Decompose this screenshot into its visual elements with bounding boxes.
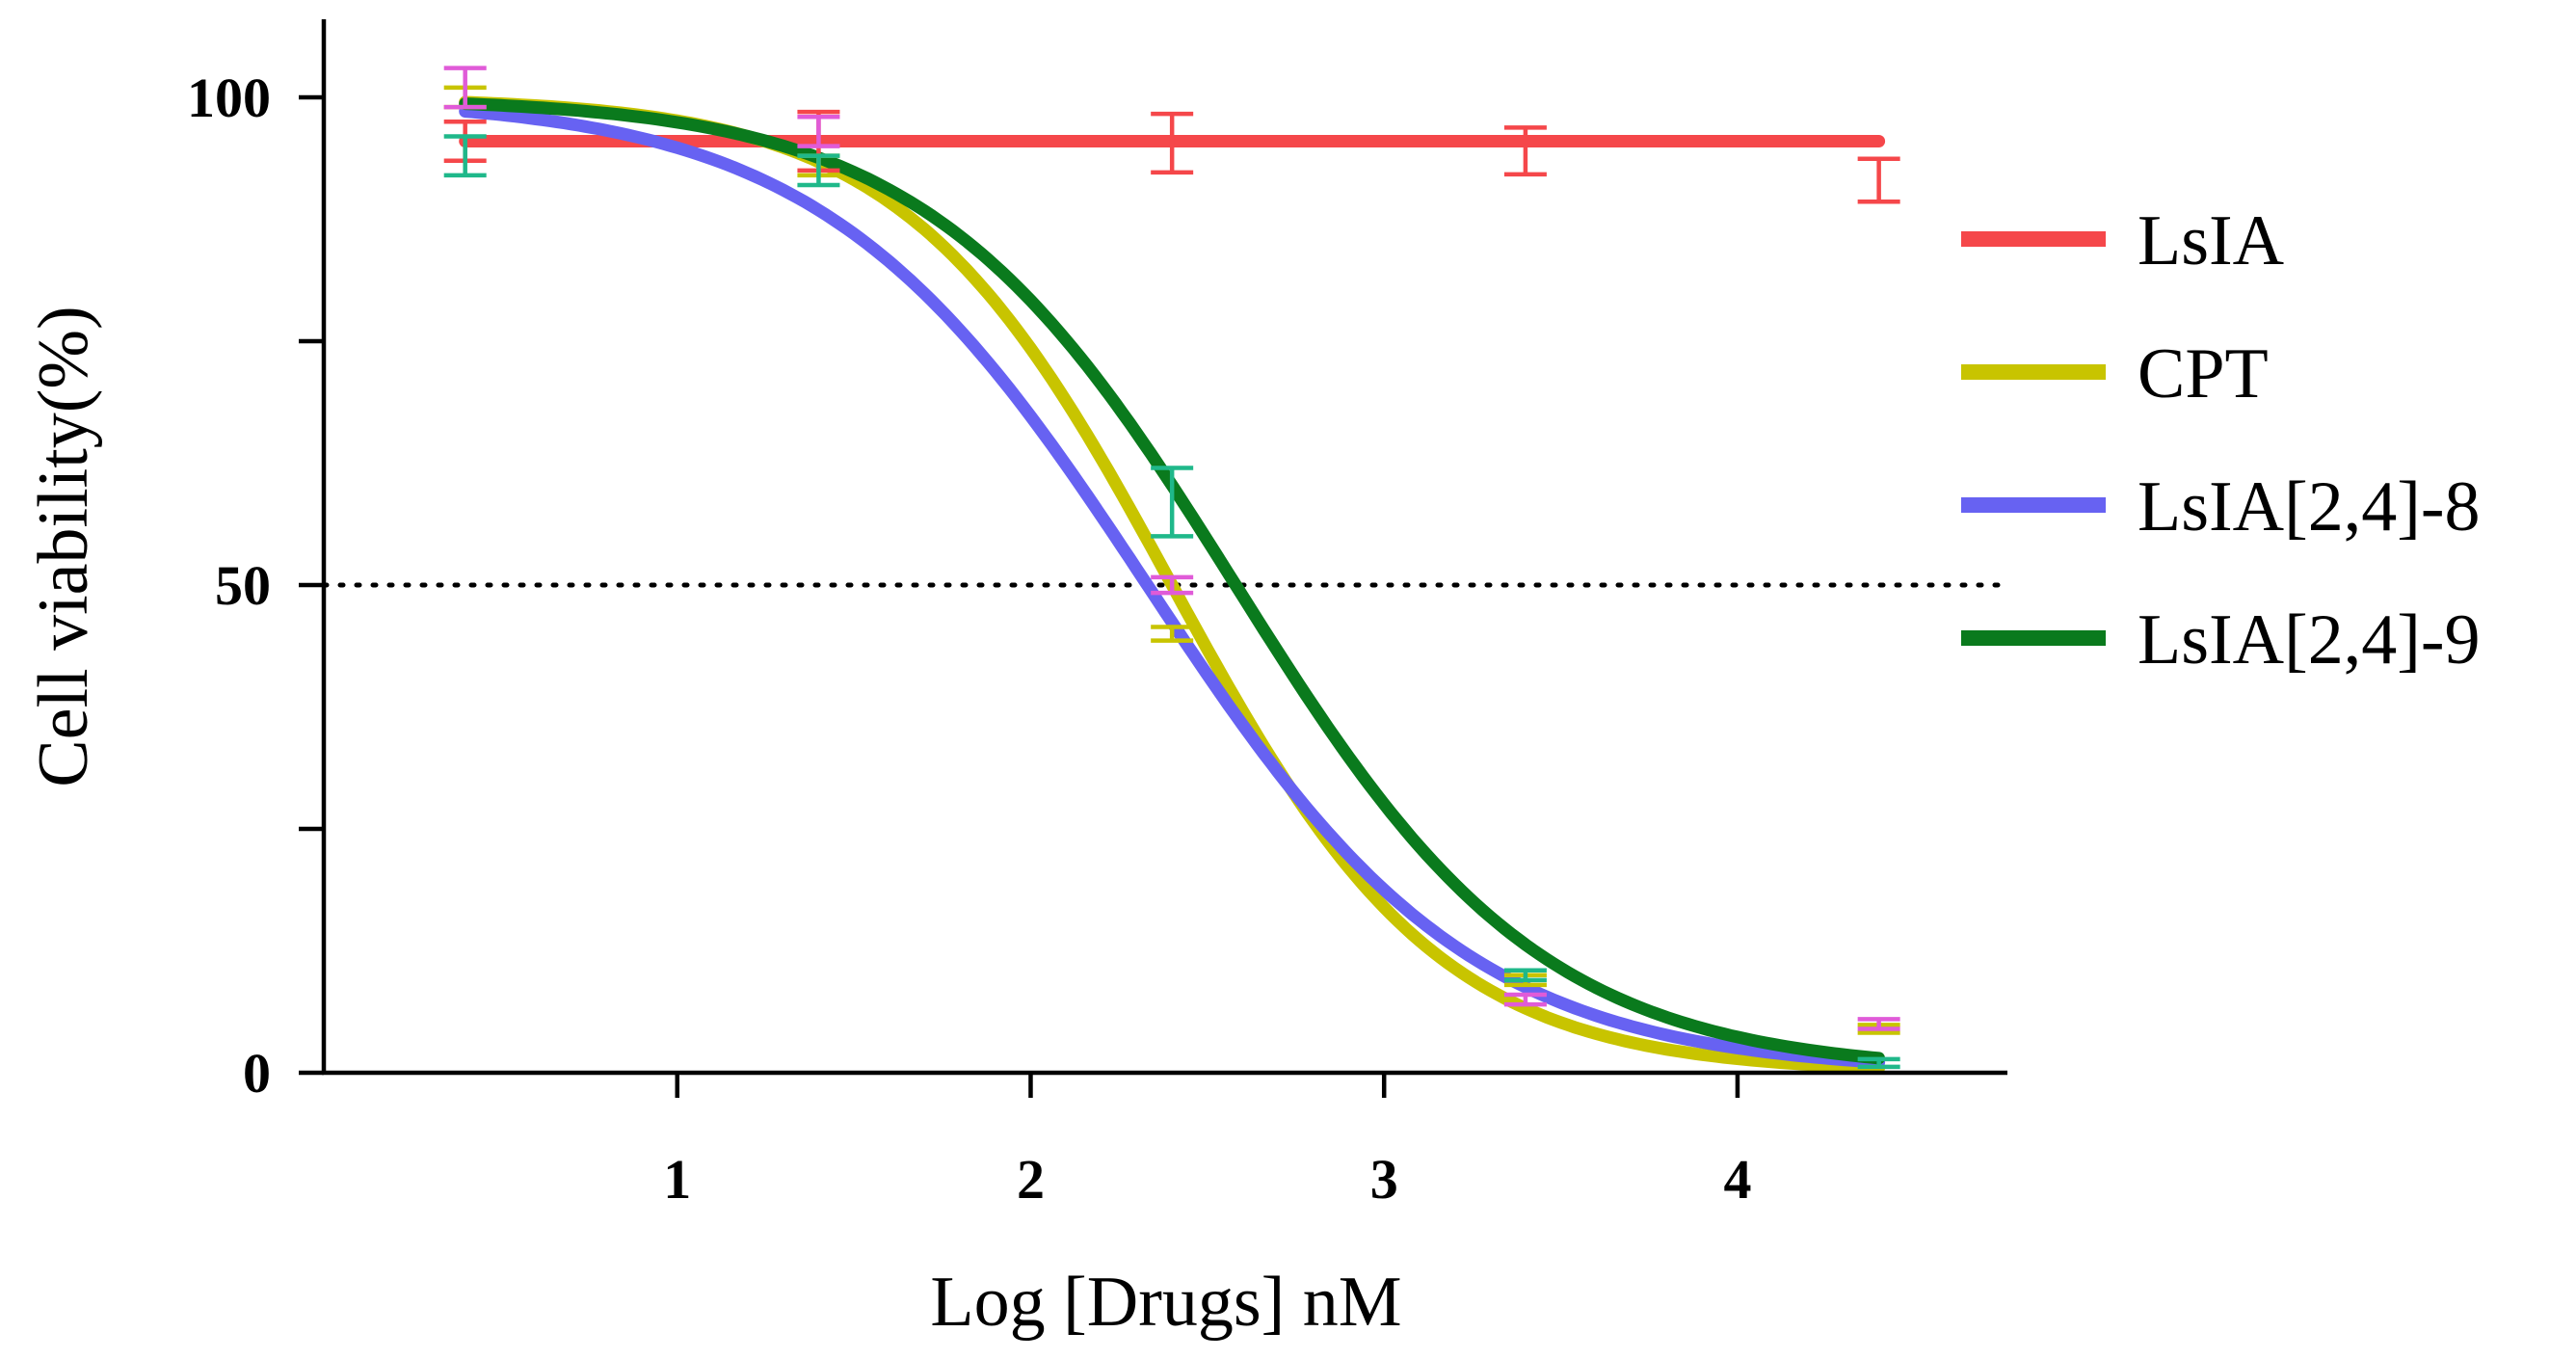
x-tick-label-1: 1	[663, 1148, 691, 1211]
errbar-LsIA[2,4]-9-4	[1857, 1056, 1900, 1070]
errbar-LsIA[2,4]-8-4	[1857, 1017, 1900, 1031]
legend-label-LsIA[2,4]-9: LsIA[2,4]-9	[2138, 600, 2481, 680]
x-axis-title: Log [Drugs] nM	[930, 1263, 1401, 1342]
y-tick-label-0: 0	[243, 1042, 271, 1105]
errbar-LsIA[2,4]-9-2	[1151, 466, 1194, 539]
x-tick-label-4: 4	[1723, 1148, 1751, 1211]
legend-label-LsIA: LsIA	[2138, 201, 2284, 280]
y-tick-label-100: 100	[187, 67, 271, 129]
errbar-CPT-2	[1151, 625, 1194, 643]
y-tick-label-50: 50	[215, 554, 271, 617]
axes	[321, 19, 2007, 1076]
errbar-LsIA[2,4]-8-2	[1151, 574, 1194, 596]
legend-label-LsIA[2,4]-8: LsIA[2,4]-8	[2138, 467, 2481, 546]
ticks-layer: 1 2 3 4 0 50 100	[187, 67, 1751, 1211]
y-axis-title: Cell viability(%)	[24, 306, 103, 786]
errbar-LsIA-4	[1857, 156, 1900, 204]
legend-label-CPT: CPT	[2138, 334, 2269, 413]
curve-LsIA[2,4]-8	[459, 105, 1886, 1069]
errbar-LsIA[2,4]-8-3	[1503, 992, 1547, 1007]
x-tick-label-3: 3	[1370, 1148, 1398, 1211]
errbar-LsIA-2	[1151, 111, 1194, 175]
errbar-LsIA-3	[1503, 125, 1547, 177]
errbar-LsIA[2,4]-9-3	[1503, 968, 1547, 983]
error-bars-layer	[443, 66, 1900, 1070]
errbar-LsIA[2,4]-8-1	[797, 114, 840, 148]
errbar-LsIA[2,4]-9-0	[443, 134, 487, 178]
x-tick-label-2: 2	[1017, 1148, 1045, 1211]
errbar-LsIA[2,4]-9-1	[797, 153, 840, 188]
legend: LsIA CPT LsIA[2,4]-8 LsIA[2,4]-9	[1961, 201, 2481, 680]
errbar-LsIA[2,4]-8-0	[443, 66, 487, 110]
